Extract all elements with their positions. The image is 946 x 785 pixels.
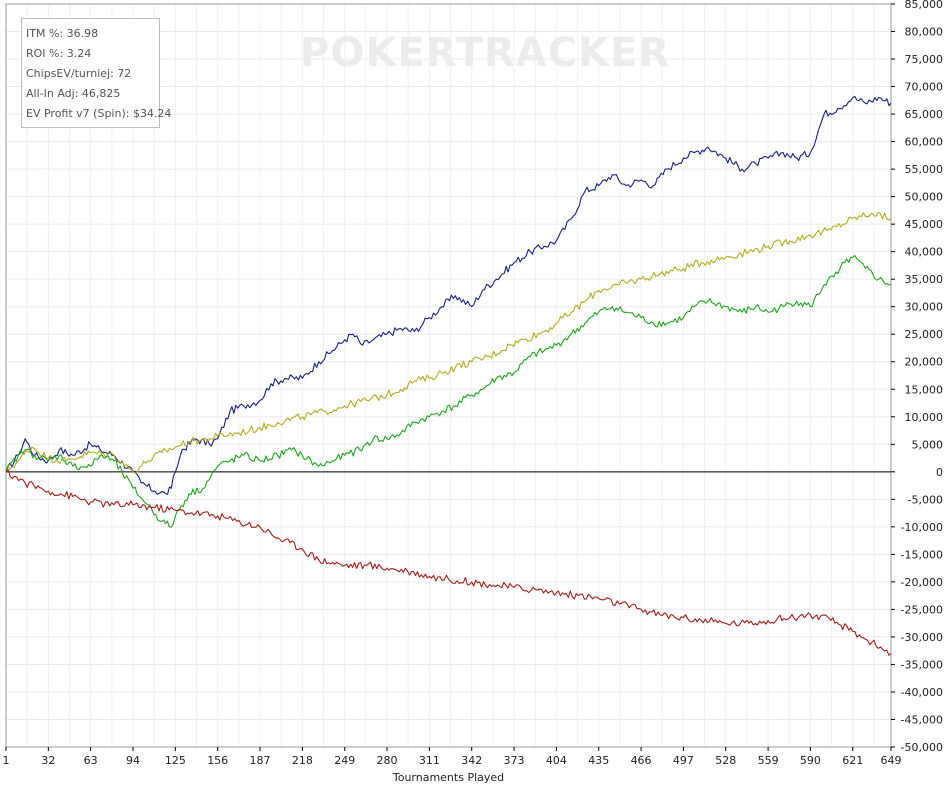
y-tick-label: 20,000 [905,356,944,369]
y-tick-label: 10,000 [905,411,944,424]
y-tick-label: -40,000 [901,686,943,699]
stat-itm: ITM %: 36.98 [26,27,99,40]
x-axis-title: Tournaments Played [392,771,504,784]
x-tick-label: 404 [546,754,567,767]
x-tick-label: 125 [165,754,186,767]
series-line-1 [5,211,892,474]
y-tick-label: 5,000 [912,438,944,451]
stats-box: ITM %: 36.98 ROI %: 3.24 ChipsEV/turniej… [21,18,172,128]
y-tick-label: 35,000 [905,273,944,286]
x-tick-label: 342 [461,754,482,767]
x-tick-label: 497 [673,754,694,767]
series-line-0 [5,95,892,495]
x-tick-label: 621 [842,754,863,767]
stat-ev-profit: EV Profit v7 (Spin): $34.24 [26,107,172,120]
x-tick-label: 63 [84,754,98,767]
x-tick-label: 156 [207,754,228,767]
y-tick-label: 40,000 [905,246,944,259]
y-tick-label: -10,000 [901,521,943,534]
x-tick-label: 1 [3,754,10,767]
y-tick-label: 25,000 [905,328,944,341]
y-tick-label: -30,000 [901,631,943,644]
y-tick-label: 50,000 [905,191,944,204]
x-tick-label: 32 [41,754,55,767]
y-tick-label: 60,000 [905,136,944,149]
y-tick-label: 55,000 [905,163,944,176]
x-axis: 1 32 63 94 125 156 187 218 249 280 311 342 373 404 435… [3,747,902,767]
y-tick-label: -5,000 [908,493,943,506]
y-tick-label: 80,000 [905,26,944,39]
y-tick-label: -45,000 [901,713,943,726]
x-tick-label: 559 [758,754,779,767]
x-tick-label: 249 [334,754,355,767]
y-tick-label: -25,000 [901,603,943,616]
x-tick-label: 590 [800,754,821,767]
x-tick-label: 435 [588,754,609,767]
y-axis: 85,000 80,000 75,000 70,000 65,000 60,000 55,0… [891,0,943,754]
x-tick-label: 311 [419,754,440,767]
y-tick-label: -35,000 [901,658,943,671]
y-tick-label: 15,000 [905,383,944,396]
series-line-2 [5,255,892,528]
y-tick-label: 45,000 [905,218,944,231]
stat-allin-adj: All-In Adj: 46,825 [26,87,121,100]
series-line-3 [5,468,892,656]
y-tick-label: 85,000 [905,0,944,11]
x-tick-label: 373 [504,754,525,767]
stat-chipsev: ChipsEV/turniej: 72 [26,67,132,80]
x-tick-label: 528 [715,754,736,767]
x-tick-label: 94 [126,754,140,767]
x-tick-label: 466 [631,754,652,767]
x-tick-label: 280 [377,754,398,767]
plot-border [5,3,892,748]
series-layer [5,95,892,656]
pokertracker-watermark: POKERTRACKER [300,30,671,76]
stat-roi: ROI %: 3.24 [26,47,92,60]
y-tick-label: 65,000 [905,108,944,121]
y-tick-label: 75,000 [905,53,944,66]
x-tick-label: 218 [292,754,313,767]
y-tick-label: -15,000 [901,548,943,561]
y-tick-label: 70,000 [905,81,944,94]
y-tick-label: 0 [936,466,943,479]
x-tick-label: 187 [250,754,271,767]
y-tick-label: -50,000 [901,741,943,754]
y-tick-label: -20,000 [901,576,943,589]
y-tick-label: 30,000 [905,301,944,314]
plot-frame [5,3,892,748]
x-tick-label: 649 [881,754,902,767]
